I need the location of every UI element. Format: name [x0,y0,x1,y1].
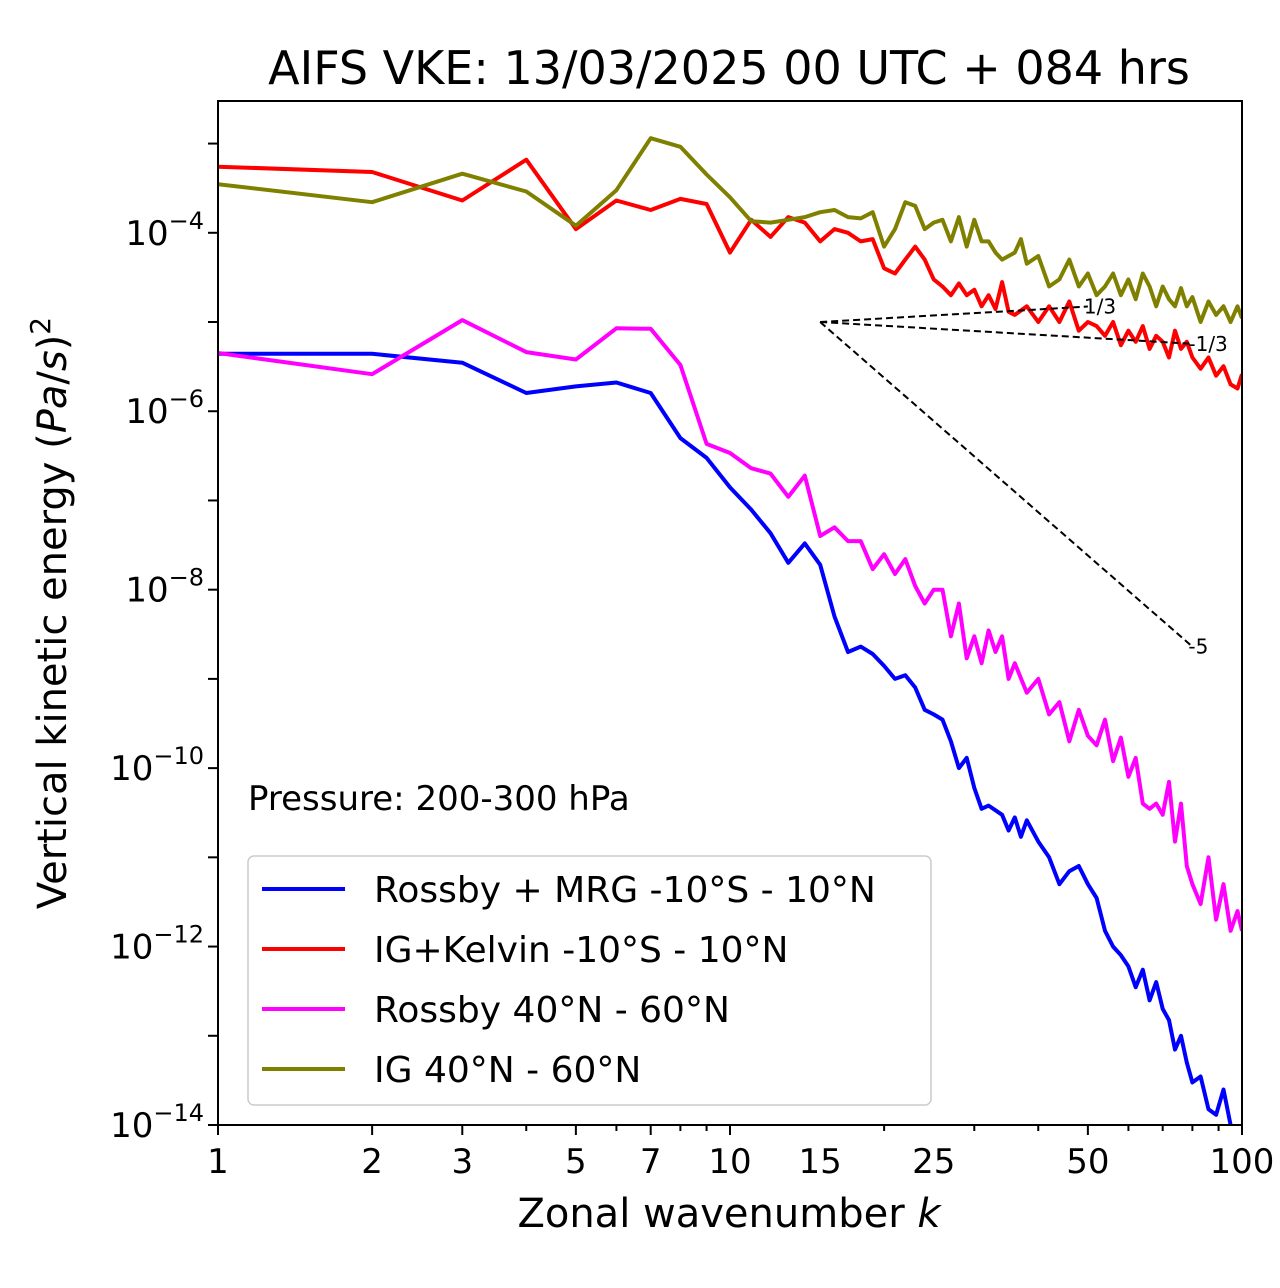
x-tick-label: 15 [799,1142,842,1182]
x-tick-label: 10 [708,1142,751,1182]
x-tick-label: 2 [361,1142,383,1182]
x-tick-label: 3 [451,1142,473,1182]
slope-label-0: -1/3 [1188,332,1227,356]
series-line-1 [218,157,1242,391]
y-tick-label: 10−10 [110,742,204,789]
series-line-0 [218,351,1234,1125]
x-tick-label: 7 [640,1142,662,1182]
x-tick-label: 1 [207,1142,229,1182]
x-tick-label: 100 [1210,1142,1275,1182]
x-axis-ticks: 1 2 3 5 7 10 15 25 50 100 [207,1125,1274,1182]
slope-label-1: 1/3 [1084,295,1116,319]
y-axis-ticks: 10−4 10−6 10−8 10−10 10−12 10−14 [110,142,218,1146]
y-tick-label: 10−12 [110,921,204,968]
series-line-3 [218,136,1242,324]
y-tick-label: 10−4 [125,207,204,254]
y-tick-label: 10−14 [110,1099,204,1146]
slope-label-2: -5 [1188,635,1208,659]
x-axis-label: Zonal wavenumber k [517,1191,942,1237]
legend-label-1: IG+Kelvin -10°S - 10°N [374,930,788,971]
x-tick-label: 5 [565,1142,587,1182]
series-layer [218,136,1242,1125]
slope-line-1 [820,305,1088,324]
legend-box [247,855,932,1106]
chart-title: AIFS VKE: 13/03/2025 00 UTC + 084 hrs [268,41,1190,95]
legend-label-0: Rossby + MRG -10°S - 10°N [374,870,876,911]
legend: Rossby + MRG -10°S - 10°N IG+Kelvin -10°S… [247,855,932,1106]
pressure-annotation: Pressure: 200-300 hPa [248,779,630,819]
x-tick-label: 25 [912,1142,955,1182]
y-tick-label: 10−8 [125,564,204,611]
legend-label-2: Rossby 40°N - 60°N [374,990,730,1031]
x-tick-label: 50 [1066,1142,1109,1182]
y-tick-label: 10−6 [125,385,204,432]
series-line-2 [218,318,1242,933]
slope-line-2 [819,321,1194,648]
legend-label-3: IG 40°N - 60°N [374,1050,641,1091]
y-axis-label: Vertical kinetic energy (Pa/s)2 [24,317,76,909]
slope-line-0 [820,321,1193,345]
reference-slope-lines: -1/3 1/3 -5 [819,295,1228,659]
